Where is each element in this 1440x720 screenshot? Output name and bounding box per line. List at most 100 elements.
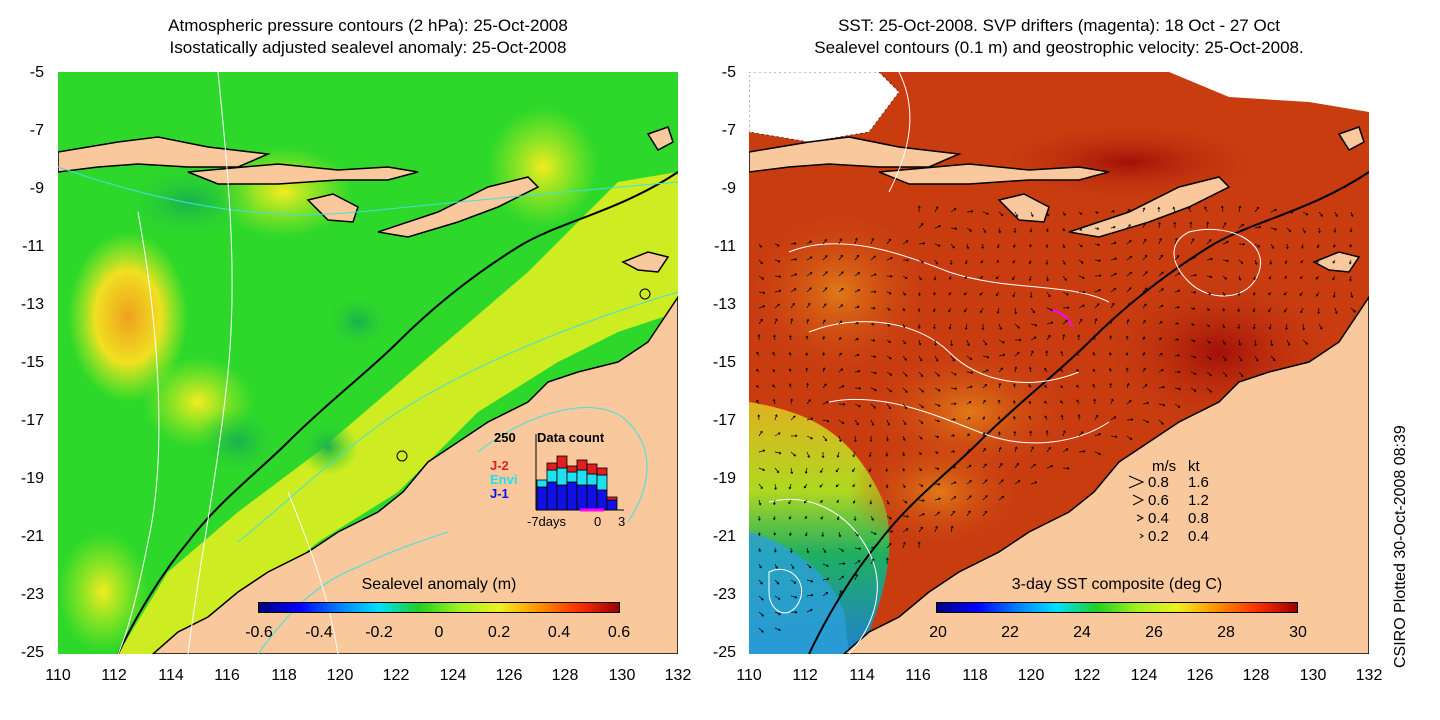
velocity-vector	[1268, 307, 1272, 313]
velocity-vector	[934, 243, 941, 247]
velocity-vector	[854, 573, 858, 581]
velocity-vector	[1238, 275, 1242, 281]
velocity-vector	[886, 543, 892, 549]
velocity-vector	[1222, 275, 1227, 280]
velocity-vector	[1142, 352, 1146, 357]
right-colorbar-tick: 26	[1145, 624, 1163, 641]
velocity-vector	[998, 495, 1005, 501]
velocity-vector	[820, 499, 824, 503]
velocity-vector	[997, 416, 1001, 421]
velocity-legend-ms-1: 0.6	[1148, 492, 1169, 509]
velocity-vector	[1126, 399, 1132, 405]
velocity-vector	[1254, 243, 1261, 248]
velocity-vector	[1028, 366, 1032, 373]
velocity-vector	[1222, 307, 1225, 312]
velocity-vector	[1046, 307, 1053, 312]
velocity-vector	[1060, 351, 1064, 357]
series-label-j2: J-2	[490, 458, 509, 473]
velocity-vector	[1142, 336, 1146, 341]
velocity-vector	[997, 399, 1001, 405]
lon-tick: 130	[608, 667, 636, 684]
velocity-vector	[1014, 462, 1019, 469]
velocity-vector	[822, 352, 825, 357]
velocity-vector	[1190, 355, 1197, 359]
velocity-vector	[886, 339, 892, 343]
velocity-vector	[1013, 383, 1016, 389]
velocity-vector	[1317, 227, 1321, 234]
lat-tick: -25	[712, 644, 736, 661]
velocity-vector	[838, 368, 844, 373]
velocity-legend-kt-1: 1.2	[1188, 492, 1209, 509]
velocity-vector	[758, 595, 764, 601]
velocity-vector	[1062, 466, 1070, 470]
velocity-vector	[758, 627, 764, 633]
velocity-vector	[819, 483, 824, 488]
lon-tick: 126	[1186, 667, 1214, 684]
velocity-vector	[1158, 288, 1164, 293]
velocity-vector	[1077, 334, 1081, 341]
velocity-vector	[1078, 318, 1083, 325]
lon-tick: 120	[1017, 667, 1045, 684]
velocity-vector	[1028, 275, 1032, 282]
velocity-vector	[1062, 448, 1069, 453]
velocity-vector	[964, 307, 968, 313]
velocity-vector	[934, 371, 940, 377]
velocity-vector	[788, 483, 792, 490]
velocity-vector	[1110, 210, 1115, 213]
velocity-vector	[1268, 275, 1272, 280]
velocity-vector	[950, 387, 958, 391]
velocity-vector	[1126, 256, 1133, 261]
velocity-vector	[757, 334, 761, 341]
velocity-vector	[1092, 352, 1096, 357]
velocity-vector	[1045, 350, 1049, 357]
velocity-vector	[1030, 336, 1037, 341]
velocity-vector	[1238, 205, 1242, 213]
velocity-vector	[1283, 307, 1288, 313]
lat-tick: -7	[721, 122, 736, 139]
velocity-vector	[790, 318, 794, 325]
velocity-vector	[1126, 302, 1131, 309]
velocity-vector	[1190, 290, 1197, 294]
lon-tick: 132	[664, 667, 692, 684]
velocity-vector	[806, 608, 813, 613]
velocity-vector	[1254, 225, 1262, 229]
velocity-vector	[1110, 272, 1117, 277]
lon-tick: 126	[495, 667, 523, 684]
velocity-vector	[822, 336, 825, 341]
right-colorbar	[936, 602, 1298, 613]
velocity-vector	[788, 499, 792, 505]
velocity-vector	[758, 449, 766, 453]
velocity-vector	[820, 515, 824, 520]
velocity-vector	[918, 513, 925, 517]
velocity-vector	[1030, 307, 1035, 314]
velocity-vector	[1012, 259, 1016, 264]
velocity-vector	[1060, 414, 1064, 421]
velocity-vector	[934, 387, 941, 392]
velocity-vector	[1253, 275, 1257, 281]
velocity-vector	[982, 479, 988, 485]
velocity-vector	[902, 483, 906, 489]
velocity-vector	[966, 385, 973, 389]
velocity-vector	[1014, 351, 1020, 357]
velocity-vector	[758, 318, 763, 325]
velocity-vector	[1206, 387, 1212, 393]
velocity-vector	[1190, 273, 1197, 277]
velocity-vector	[1318, 211, 1323, 217]
velocity-vector	[982, 432, 986, 437]
velocity-vector	[966, 480, 972, 485]
velocity-vector	[902, 499, 908, 504]
velocity-vector	[838, 352, 842, 357]
velocity-vector	[885, 467, 889, 472]
velocity-vector	[1158, 321, 1163, 325]
velocity-vector	[1158, 337, 1162, 341]
velocity-vector	[1062, 227, 1065, 232]
velocity-vector	[902, 541, 906, 549]
velocity-vector	[822, 287, 828, 293]
velocity-vector	[1316, 291, 1320, 297]
velocity-vector	[854, 305, 860, 309]
velocity-vector	[1030, 481, 1038, 485]
velocity-vector	[996, 243, 1000, 249]
velocity-vector	[918, 526, 923, 533]
velocity-vector	[853, 515, 857, 522]
velocity-vector	[1062, 211, 1066, 216]
